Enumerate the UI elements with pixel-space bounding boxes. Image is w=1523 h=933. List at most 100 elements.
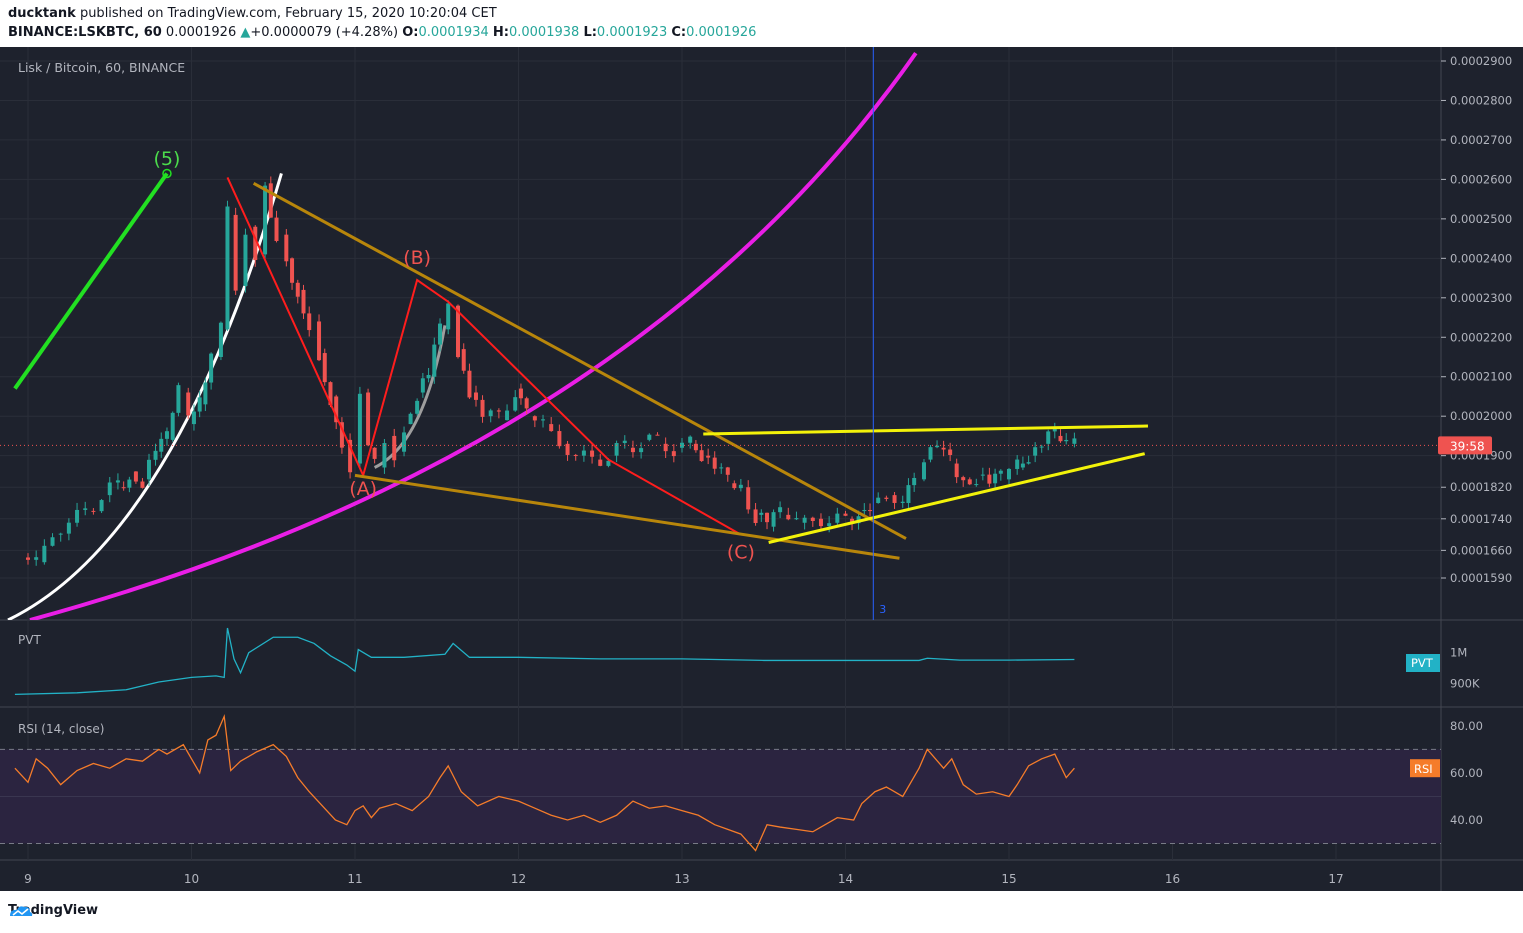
candle-body bbox=[987, 474, 992, 484]
candle-body bbox=[176, 385, 181, 413]
candle-body bbox=[856, 516, 861, 524]
rsi-y-tick-label: 40.00 bbox=[1450, 813, 1483, 827]
candle-body bbox=[759, 512, 764, 515]
candle-body bbox=[892, 495, 897, 503]
candle-body bbox=[127, 479, 132, 488]
candle-body bbox=[706, 455, 711, 458]
rsi-label: RSI (14, close) bbox=[18, 722, 104, 736]
candle-body bbox=[850, 518, 855, 524]
candle-body bbox=[446, 303, 451, 330]
y-tick-label: 0.0002000 bbox=[1450, 409, 1512, 423]
candle-body bbox=[456, 305, 461, 358]
candle-body bbox=[746, 487, 751, 510]
candle-body bbox=[941, 447, 946, 450]
candle-body bbox=[290, 258, 295, 283]
candle-body bbox=[671, 451, 676, 457]
candle-body bbox=[467, 370, 472, 398]
candle-body bbox=[426, 374, 431, 379]
triangle-upper-line bbox=[703, 424, 1149, 436]
y-tick-label: 0.0001820 bbox=[1450, 480, 1512, 494]
candle-body bbox=[738, 484, 743, 489]
y-tick-label: 0.0002900 bbox=[1450, 54, 1512, 68]
rsi-tag-label: RSI bbox=[1414, 762, 1433, 776]
candle-body bbox=[810, 517, 815, 522]
candle-body bbox=[771, 512, 776, 527]
y-tick-label: 0.0001740 bbox=[1450, 512, 1512, 526]
candle-body bbox=[133, 471, 138, 482]
candle-body bbox=[372, 447, 377, 459]
candle-body bbox=[765, 512, 770, 523]
candle-body bbox=[590, 450, 595, 457]
candle-body bbox=[843, 513, 848, 516]
candle-body bbox=[42, 545, 47, 563]
candle-body bbox=[301, 289, 306, 314]
y-tick-label: 0.0002500 bbox=[1450, 212, 1512, 226]
candle-body bbox=[699, 450, 704, 462]
open-label: O: bbox=[402, 25, 419, 40]
candle-body bbox=[140, 481, 145, 488]
price-tag-label: 39:58 bbox=[1450, 439, 1485, 453]
candle-body bbox=[794, 518, 799, 520]
candle-body bbox=[581, 450, 586, 456]
plot-background bbox=[0, 47, 1441, 860]
pvt-y-tick-label: 900K bbox=[1450, 677, 1480, 691]
candle-body bbox=[639, 448, 644, 453]
candle-body bbox=[50, 537, 55, 546]
candle-body bbox=[1058, 435, 1063, 442]
candle-body bbox=[438, 323, 443, 345]
candle-body bbox=[1072, 438, 1077, 444]
wave-5-point bbox=[162, 168, 172, 179]
y-tick-label: 0.0002800 bbox=[1450, 93, 1512, 107]
chart-area[interactable]: 9 10 11 12 13 14 15 16 17 0.0002900 0.0002800 0.000… bbox=[0, 47, 1523, 891]
candle-body bbox=[954, 463, 959, 478]
candle-body bbox=[876, 497, 881, 504]
candle-body bbox=[1039, 446, 1044, 448]
y-tick-label: 0.0002400 bbox=[1450, 251, 1512, 265]
chart-title: Lisk / Bitcoin, 60, BINANCE bbox=[18, 60, 185, 75]
ohlc-header: BINANCE:LSKBTC, 60 0.0001926 ▲+0.0000079… bbox=[8, 25, 756, 40]
wedge-upper-line bbox=[252, 182, 907, 540]
main-drawings bbox=[7, 47, 1149, 620]
y-tick-label: 0.0001660 bbox=[1450, 543, 1512, 557]
chart-svg[interactable]: 9 10 11 12 13 14 15 16 17 0.0002900 0.0002800 0.000… bbox=[0, 47, 1523, 891]
candle-body bbox=[541, 419, 546, 421]
symbol-label: BINANCE:LSKBTC, 60 bbox=[8, 25, 162, 40]
candle-body bbox=[1052, 427, 1057, 432]
pvt-line bbox=[14, 627, 1075, 696]
candle-body bbox=[146, 459, 151, 480]
candle-body bbox=[317, 321, 322, 361]
x-tick-label: 12 bbox=[511, 872, 526, 886]
candle-body bbox=[818, 518, 823, 527]
x-tick-label: 15 bbox=[1001, 872, 1016, 886]
candle-body bbox=[322, 353, 327, 383]
candle-body bbox=[663, 443, 668, 452]
candle-body bbox=[415, 400, 420, 414]
candle-body bbox=[884, 497, 889, 499]
candle-body bbox=[524, 398, 529, 409]
high-value: 0.0001938 bbox=[508, 25, 580, 40]
candle-body bbox=[107, 482, 112, 496]
candle-body bbox=[225, 206, 230, 330]
candle-body bbox=[159, 438, 164, 452]
wave-5-line bbox=[13, 172, 169, 390]
candle-body bbox=[906, 485, 911, 504]
candle-body bbox=[557, 431, 562, 447]
candle-body bbox=[34, 557, 39, 560]
candle-body bbox=[392, 435, 397, 461]
pvt-y-tick-label: 1M bbox=[1450, 646, 1467, 660]
candle-body bbox=[993, 473, 998, 484]
candle-body bbox=[432, 344, 437, 377]
candle-body bbox=[233, 214, 238, 291]
close-value: 0.0001926 bbox=[686, 25, 757, 40]
candle-body bbox=[900, 501, 905, 503]
candle-body bbox=[268, 183, 273, 218]
candle-body bbox=[598, 459, 603, 466]
up-arrow-icon: ▲ bbox=[240, 25, 251, 40]
footer-brand[interactable]: TradingView bbox=[8, 903, 98, 918]
candle-body bbox=[253, 226, 258, 261]
author-name[interactable]: ducktank bbox=[8, 6, 76, 21]
close-label: C: bbox=[671, 25, 687, 40]
candle-body bbox=[115, 480, 120, 483]
candle-body bbox=[382, 443, 387, 468]
candle-body bbox=[66, 522, 71, 534]
